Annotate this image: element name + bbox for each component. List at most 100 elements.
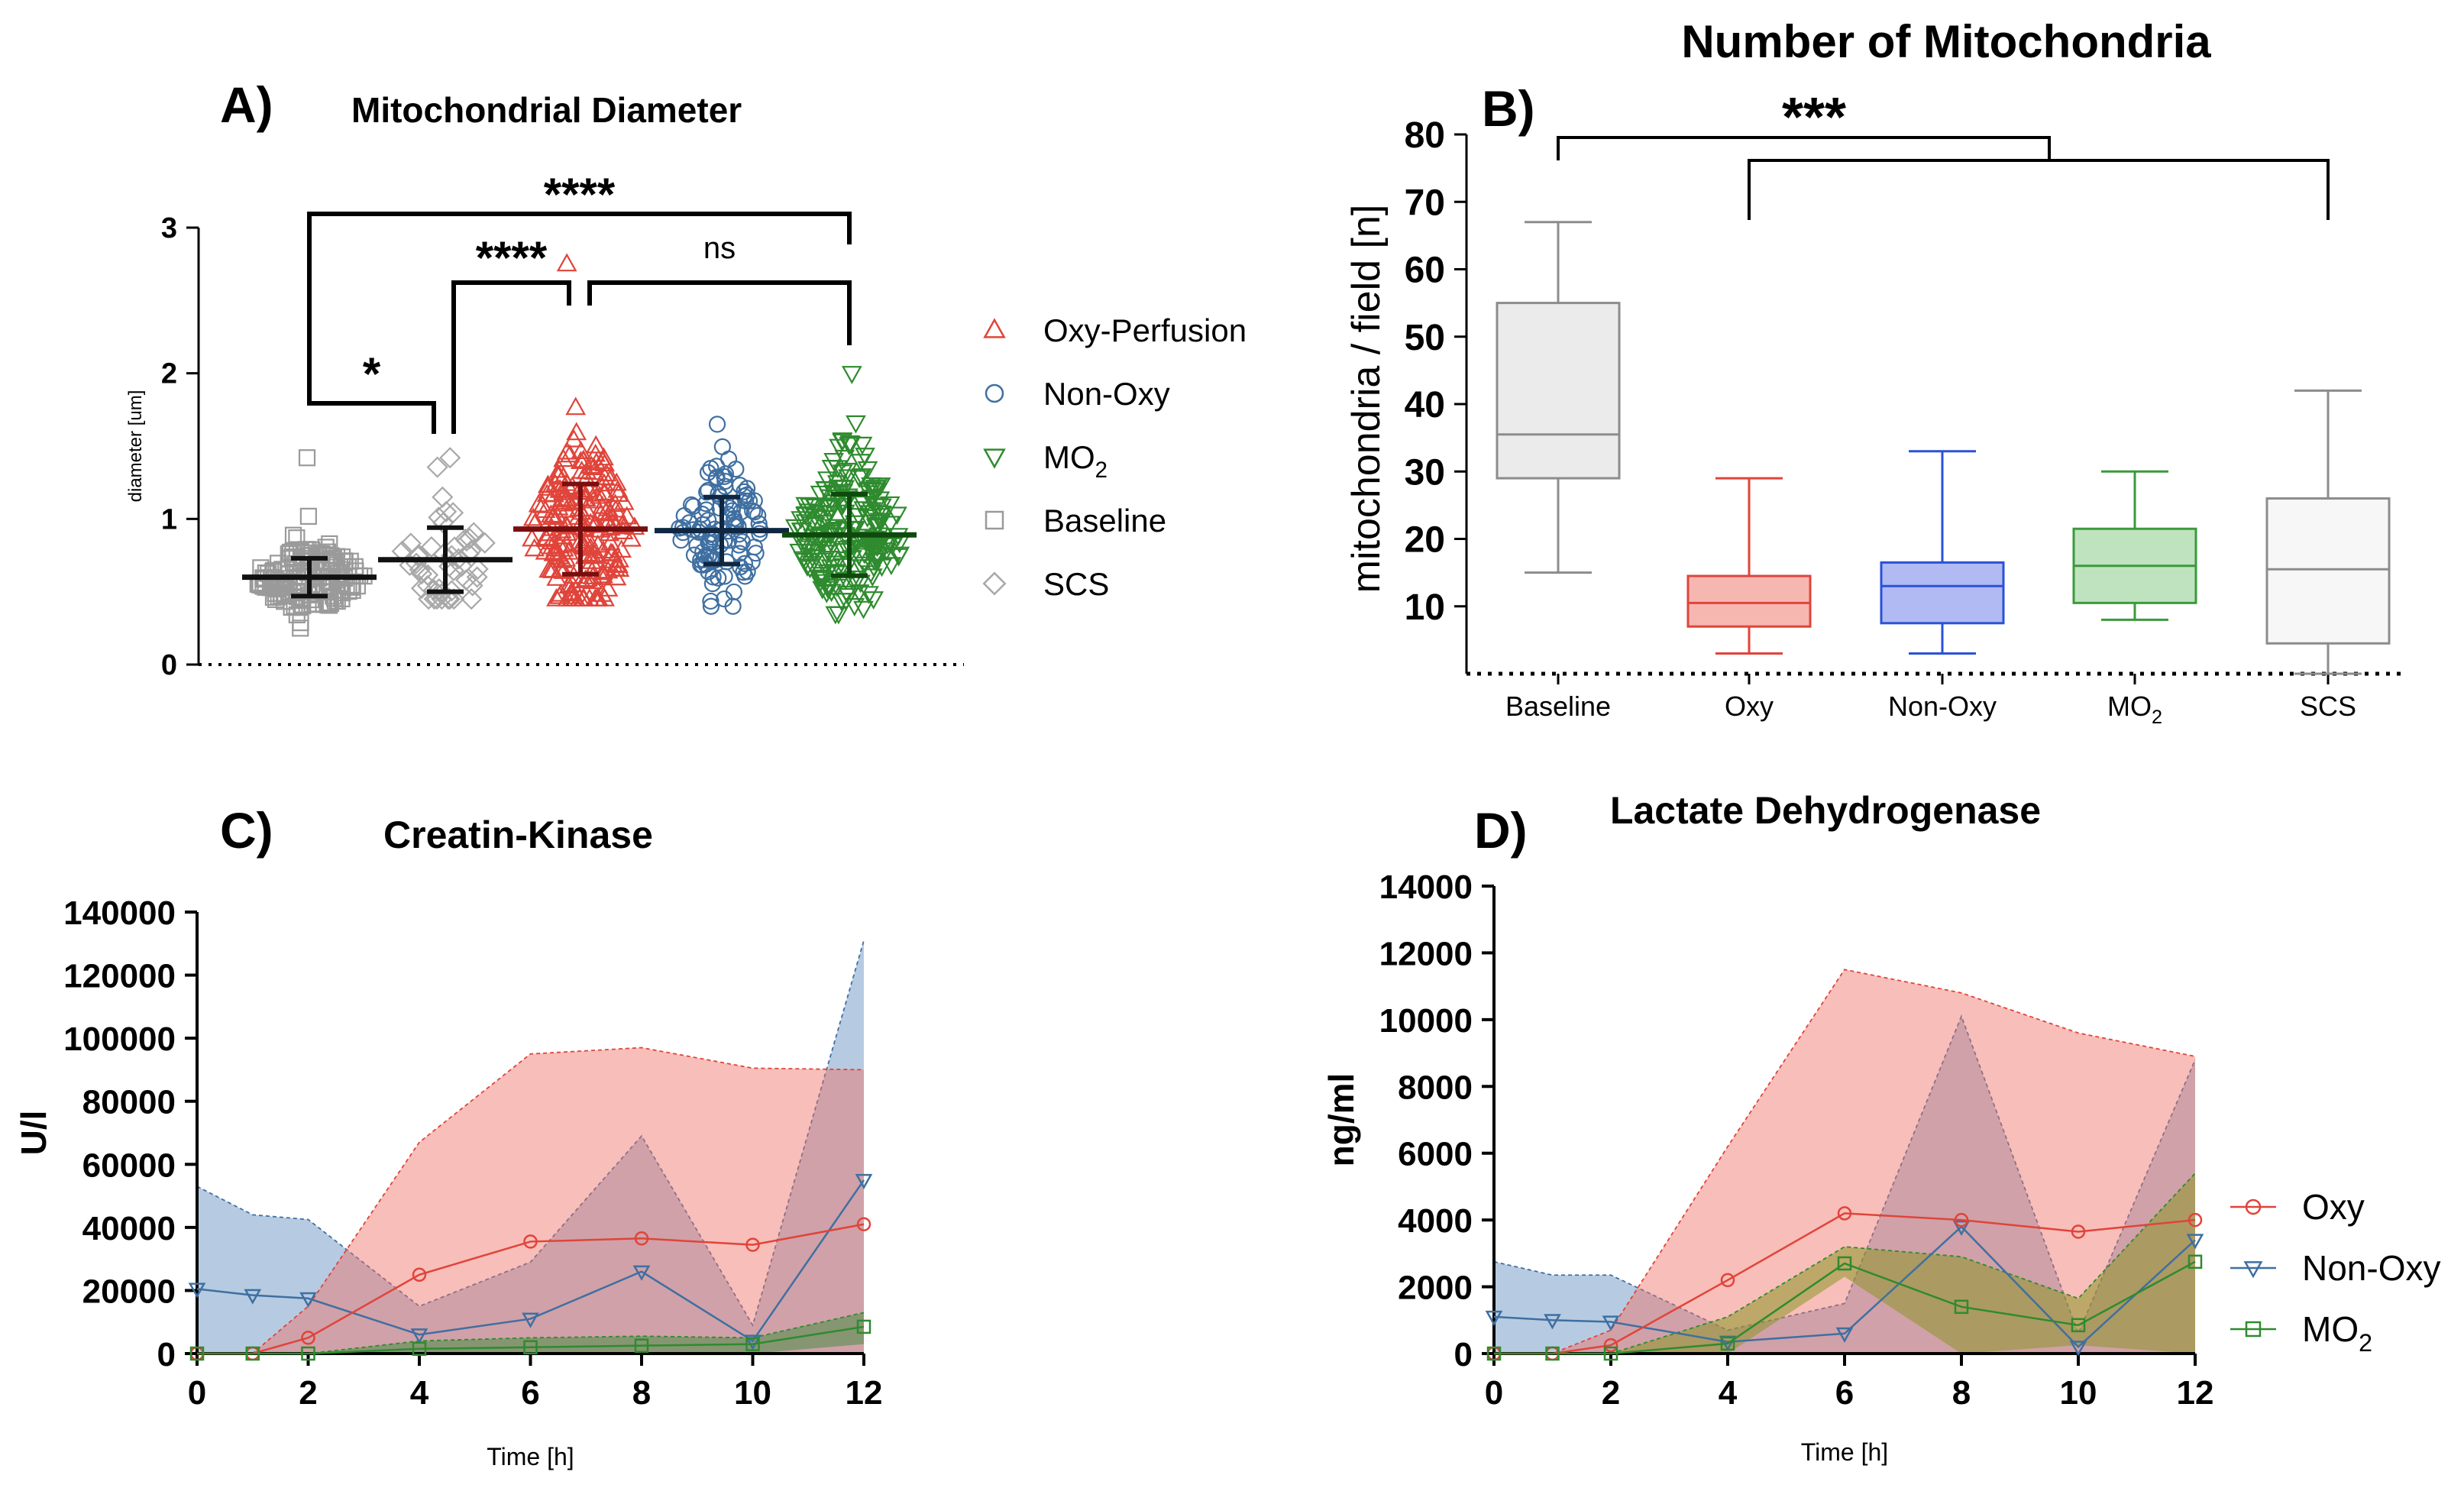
data-point <box>747 545 765 562</box>
data-point <box>584 461 605 480</box>
range-band <box>197 1312 864 1354</box>
data-point <box>188 1283 206 1299</box>
data-point <box>745 1237 760 1252</box>
range-upper-edge <box>197 1046 865 1354</box>
y-tick-label-c: 60000 <box>82 1147 176 1184</box>
data-point <box>863 591 884 610</box>
data-point <box>546 587 567 607</box>
chart-title-c: Creatin-Kinase <box>383 814 653 856</box>
y-tick-label-c: 40000 <box>82 1210 176 1247</box>
data-point <box>804 509 826 527</box>
x-tick-label-c: 8 <box>632 1374 651 1412</box>
data-point <box>299 1292 317 1308</box>
data-point <box>831 593 852 612</box>
x-tick-label-c: 12 <box>846 1374 883 1412</box>
data-point <box>319 572 337 590</box>
data-point <box>703 552 720 570</box>
data-point <box>605 516 626 535</box>
data-point <box>838 490 859 509</box>
data-point <box>871 505 892 524</box>
box-scs <box>2265 389 2391 675</box>
x-tick-label-b: SCS <box>2300 691 2356 722</box>
y-tick-label-b: 70 <box>1405 183 1445 223</box>
data-point <box>2071 1318 2086 1333</box>
data-point <box>856 1319 871 1334</box>
data-point <box>2071 1224 2086 1239</box>
data-point <box>426 456 448 478</box>
data-point <box>522 528 542 547</box>
data-point <box>594 482 616 501</box>
data-point <box>864 539 885 558</box>
data-point <box>538 522 560 542</box>
data-point <box>880 516 901 535</box>
data-point <box>816 541 838 560</box>
data-point <box>538 477 558 496</box>
series-line <box>197 1223 865 1355</box>
data-point <box>432 486 454 508</box>
y-tick-label-b: 80 <box>1405 115 1445 156</box>
data-point <box>543 506 564 525</box>
data-point <box>522 1312 539 1328</box>
legend-label-d: Oxy <box>2302 1187 2365 1227</box>
data-point <box>597 578 619 597</box>
data-point <box>851 559 872 577</box>
data-point <box>593 447 614 466</box>
data-point <box>743 553 761 571</box>
x-tick-label-c: 6 <box>521 1374 539 1412</box>
y-axis-label-a: diameter [um] <box>125 390 146 503</box>
significance-bracket <box>1557 136 2051 160</box>
data-point <box>837 469 859 488</box>
significance-label: **** <box>476 232 548 283</box>
data-point <box>2186 1234 2204 1250</box>
data-point <box>599 522 620 542</box>
data-point <box>549 479 571 498</box>
data-point <box>745 503 764 521</box>
data-point <box>868 477 889 497</box>
data-point <box>744 1334 762 1351</box>
series-line <box>196 1179 865 1343</box>
data-point <box>795 506 816 526</box>
data-point <box>523 1340 538 1354</box>
y-tick-label-c: 100000 <box>63 1021 176 1058</box>
data-point <box>565 396 587 416</box>
data-point <box>423 588 445 610</box>
y-tick-label-d: 14000 <box>1379 869 1473 906</box>
legend-label-d-main: Non-Oxy <box>2302 1248 2440 1288</box>
box-iqr <box>1496 302 1621 480</box>
data-point <box>698 484 716 501</box>
x-tick-label-c: 10 <box>734 1374 771 1412</box>
data-point <box>725 583 742 601</box>
data-point <box>341 552 359 570</box>
data-point <box>859 586 879 605</box>
legend-label-a-main: MO <box>1043 439 1095 475</box>
data-point <box>299 507 317 525</box>
legend-marker <box>982 571 1007 596</box>
legend-label-d-sub: 2 <box>2359 1329 2372 1357</box>
group-oxy-perfusion <box>513 253 648 607</box>
y-tick-label-a: 0 <box>161 649 177 681</box>
data-point <box>699 464 717 481</box>
y-axis-label-c: U/l <box>14 1111 53 1156</box>
data-point <box>438 588 461 610</box>
data-point <box>549 535 571 554</box>
data-point <box>710 569 727 587</box>
data-point <box>423 579 445 601</box>
significance-bracket <box>307 212 852 380</box>
data-point <box>855 1173 873 1190</box>
y-tick-label-c: 140000 <box>63 894 176 932</box>
data-point <box>545 474 566 492</box>
y-tick-label-c: 20000 <box>82 1273 176 1310</box>
legend-label-d: Non-Oxy <box>2302 1248 2440 1288</box>
y-tick-label-a: 2 <box>161 358 177 390</box>
x-tick-label-d: 2 <box>1602 1374 1620 1412</box>
data-point <box>458 542 480 565</box>
data-point <box>581 561 603 580</box>
data-point <box>727 461 745 478</box>
series-non-oxy <box>1485 1220 2204 1357</box>
box-iqr <box>1686 574 1812 628</box>
data-point <box>815 481 836 500</box>
legend-label-a: Non-Oxy <box>1043 376 1170 412</box>
legend-label-a-main: Baseline <box>1043 503 1166 539</box>
